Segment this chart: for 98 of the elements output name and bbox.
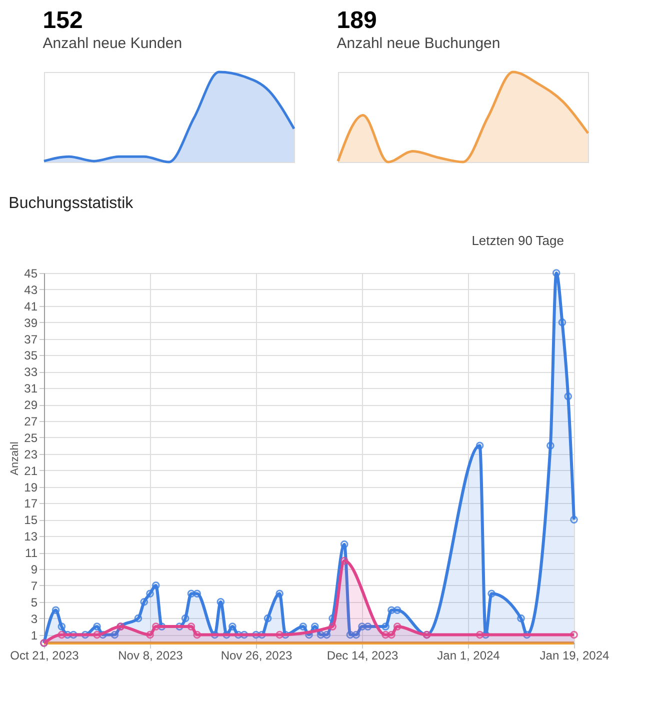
point — [488, 590, 496, 598]
point — [364, 622, 372, 630]
point — [282, 630, 290, 639]
point — [276, 630, 284, 639]
point — [476, 442, 484, 450]
point — [310, 622, 319, 630]
point — [52, 606, 60, 614]
point — [564, 392, 572, 400]
point — [276, 590, 284, 598]
point — [340, 556, 348, 565]
point — [340, 540, 348, 548]
point — [70, 630, 78, 639]
point — [382, 622, 390, 630]
text: Letzten 90 Tage — [472, 233, 564, 248]
y-tick-label: 3 — [30, 612, 38, 626]
point — [187, 590, 196, 598]
chart-title: Buchungsstatistik — [8, 195, 134, 212]
y-tick-label: 15 — [24, 513, 38, 528]
y-tick-label: 19 — [24, 480, 38, 494]
y-tick-label: 1 — [30, 628, 38, 642]
point — [552, 269, 560, 277]
point — [234, 630, 242, 639]
x-tick-label: Jan 19, 2024 — [540, 648, 610, 662]
point — [570, 516, 578, 524]
point — [382, 630, 390, 639]
point — [152, 582, 160, 590]
point — [93, 622, 101, 630]
y-tick-label: 13 — [24, 530, 38, 544]
y-tick-label: 29 — [24, 398, 38, 412]
point — [93, 630, 101, 639]
point — [140, 598, 148, 606]
y-tick-label: 43 — [24, 282, 38, 297]
point — [264, 614, 272, 622]
y-tick-label: 31 — [24, 382, 38, 396]
point — [482, 630, 490, 639]
y-tick-label: 25 — [24, 430, 38, 445]
x-tick-label: Dec 14, 2023 — [326, 648, 399, 662]
point — [328, 622, 336, 630]
point — [58, 630, 66, 639]
y-tick-label: 39 — [24, 316, 38, 330]
point — [193, 630, 202, 639]
point — [110, 630, 119, 639]
point — [158, 622, 166, 630]
point — [316, 630, 325, 639]
point — [393, 622, 402, 630]
point — [388, 606, 396, 614]
point — [193, 590, 202, 598]
point — [181, 614, 190, 622]
point — [546, 442, 554, 450]
point — [517, 614, 525, 622]
y-tick-label: 21 — [24, 464, 38, 478]
point — [81, 630, 90, 639]
point — [393, 606, 402, 614]
chart-title: 189 — [336, 6, 377, 34]
point — [146, 630, 154, 639]
point — [299, 622, 308, 630]
point — [146, 590, 154, 598]
point — [558, 318, 566, 326]
point — [187, 622, 196, 630]
y-tick-label: 23 — [24, 447, 38, 462]
chart-subtitle: Anzahl neue Kunden — [42, 34, 182, 52]
point — [322, 630, 331, 639]
chart-subtitle: Anzahl neue Buchungen — [336, 34, 500, 52]
point — [228, 622, 236, 630]
y-tick-label: 9 — [30, 562, 38, 576]
point — [388, 630, 396, 639]
point — [152, 622, 160, 630]
point — [476, 630, 484, 639]
y-tick-label: 37 — [24, 332, 38, 346]
y-tick-label: 17 — [24, 496, 38, 511]
y-tick-label: 27 — [24, 414, 38, 428]
x-tick-label: Nov 26, 2023 — [220, 648, 293, 662]
y-tick-label: 41 — [24, 299, 38, 314]
point — [258, 630, 266, 639]
point — [252, 630, 260, 639]
point — [176, 622, 184, 630]
y-tick-label: 35 — [24, 348, 38, 363]
point — [240, 630, 248, 639]
point — [358, 622, 366, 630]
point — [216, 598, 225, 606]
y-tick-label: 33 — [24, 365, 38, 380]
y-tick-label: 5 — [30, 595, 38, 610]
y-axis-title: Anzahl — [9, 442, 22, 476]
x-tick-label: Jan 1, 2024 — [437, 648, 500, 662]
point — [352, 630, 360, 639]
x-tick-label: Nov 8, 2023 — [118, 648, 184, 662]
y-tick-label: 11 — [25, 546, 38, 560]
point — [64, 630, 72, 639]
chart-title: 152 — [42, 6, 83, 34]
point — [58, 622, 66, 630]
x-tick-label: Oct 21, 2023 — [10, 648, 80, 662]
point — [570, 630, 578, 639]
y-tick-label: 7 — [30, 578, 38, 593]
point — [222, 630, 230, 639]
point — [134, 614, 142, 622]
point — [346, 630, 354, 639]
point — [210, 630, 219, 639]
y-tick-label: 45 — [24, 266, 38, 280]
